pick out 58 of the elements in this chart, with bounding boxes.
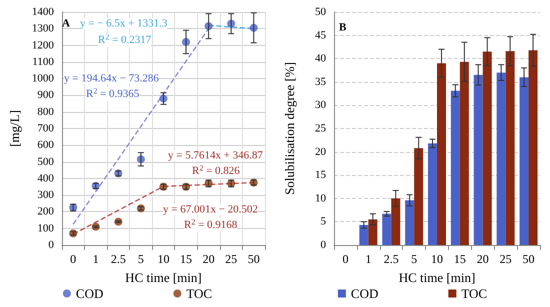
y-tick-label: 700 bbox=[37, 122, 54, 134]
x-tick-label: 1 bbox=[365, 252, 372, 266]
x-tick-label: 5 bbox=[411, 252, 418, 266]
y-tick-label: 40 bbox=[315, 52, 326, 65]
x-tick-label: 0 bbox=[70, 252, 76, 266]
annotation: y = − 6.5x + 1331.3 bbox=[80, 18, 168, 30]
y-tick-label: 35 bbox=[315, 76, 326, 88]
y-tick-label: 45 bbox=[315, 29, 326, 42]
y-tick-label: 1000 bbox=[32, 72, 54, 85]
y-tick-label: 300 bbox=[37, 189, 54, 202]
y-tick-label: 20 bbox=[315, 146, 326, 158]
x-axis-title: HC time [min] bbox=[125, 270, 202, 285]
y-tick-label: 10 bbox=[315, 192, 326, 204]
x-tick-label: 15 bbox=[180, 252, 192, 266]
y-tick-label: 1100 bbox=[32, 56, 54, 68]
y-tick-label: 1400 bbox=[32, 6, 54, 18]
annotation: A bbox=[62, 18, 70, 30]
y-tick-label: 1300 bbox=[32, 22, 54, 35]
x-tick-label: 2.5 bbox=[110, 252, 126, 266]
x-tick-label: 1 bbox=[92, 252, 99, 266]
x-tick-label: 0 bbox=[342, 252, 348, 266]
annotation: B bbox=[339, 22, 347, 34]
y-tick-label: 800 bbox=[37, 106, 54, 118]
y-axis-title: [mg/L] bbox=[7, 110, 22, 147]
x-tick-label: 25 bbox=[225, 252, 238, 266]
y-tick-label: 900 bbox=[37, 89, 54, 102]
y-axis-title: Solubilisation degree [%] bbox=[282, 62, 297, 195]
y-tick-label: 400 bbox=[37, 172, 54, 184]
annotation: y = 194.64x − 73.286 bbox=[64, 72, 160, 84]
x-tick-label: 20 bbox=[202, 252, 215, 266]
legend-label: COD bbox=[350, 286, 378, 301]
x-tick-label: 25 bbox=[500, 252, 512, 266]
x-tick-label: 5 bbox=[138, 252, 144, 266]
y-tick-label: 0 bbox=[320, 239, 326, 251]
y-tick-label: 100 bbox=[37, 222, 54, 234]
x-tick-label: 10 bbox=[431, 252, 443, 266]
x-tick-label: 20 bbox=[476, 252, 489, 266]
x-tick-label: 50 bbox=[248, 252, 260, 266]
y-tick-label: 0 bbox=[48, 239, 54, 251]
y-tick-label: 1200 bbox=[32, 39, 54, 52]
y-tick-label: 30 bbox=[315, 99, 326, 112]
x-tick-label: 50 bbox=[522, 252, 535, 266]
annotation: y = 67.001x − 20.502 bbox=[163, 204, 258, 216]
y-tick-label: 5 bbox=[320, 216, 326, 228]
annotation: y = 5.7614x + 346.87 bbox=[168, 150, 264, 162]
x-tick-label: 15 bbox=[454, 252, 466, 266]
y-tick-label: 200 bbox=[37, 206, 54, 218]
x-tick-label: 2.5 bbox=[384, 252, 399, 266]
y-tick-label: 50 bbox=[315, 6, 326, 18]
legend-label: COD bbox=[76, 286, 104, 301]
x-tick-label: 10 bbox=[157, 252, 170, 266]
legend-label: TOC bbox=[461, 286, 488, 301]
y-tick-label: 600 bbox=[37, 139, 54, 152]
y-tick-label: 15 bbox=[315, 169, 326, 182]
y-tick-label: 500 bbox=[37, 156, 54, 168]
y-tick-label: 25 bbox=[315, 122, 326, 134]
x-axis-title: HC time [min] bbox=[398, 270, 476, 285]
legend-label: TOC bbox=[186, 286, 212, 301]
